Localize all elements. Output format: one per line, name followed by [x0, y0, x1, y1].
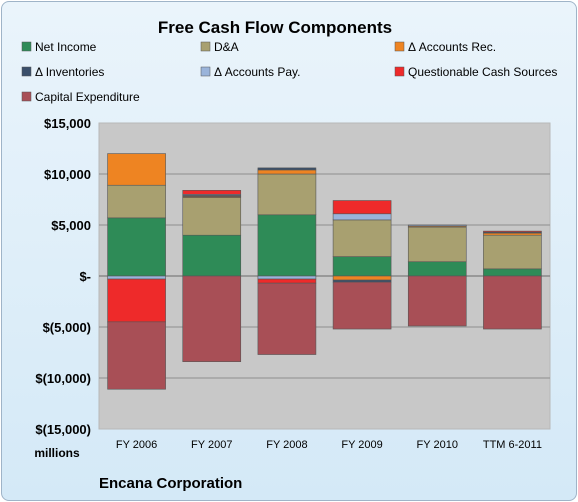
legend-item-d-a: D&A: [200, 40, 239, 54]
legend-label: Δ Accounts Pay.: [214, 65, 301, 79]
legend-label: Capital Expenditure: [35, 90, 140, 104]
bar-segment-capital-expenditure: [407, 275, 467, 327]
legend-item-net-income: Net Income: [21, 40, 97, 54]
y-axis-ticks: $15,000 $10,000 $5,000 $- $(5,000) $(10,000) $…: [35, 116, 91, 437]
legend-label: D&A: [214, 40, 239, 54]
legend-swatch: [200, 66, 211, 77]
y-axis-unit-label: millions: [34, 446, 80, 460]
legend-item-questionable-cash-sources: Questionable Cash Sources: [394, 65, 557, 79]
bar-segment-capital-expenditure: [332, 281, 392, 330]
bar-segment-net-income: [182, 234, 242, 277]
legend-swatch: [394, 66, 405, 77]
bar-segment-questionable-cash-sources: [107, 278, 166, 323]
bar-segment-questionable-cash-sources: [332, 200, 392, 215]
bar-segment-d-a: [407, 226, 467, 263]
legend-label: Net Income: [35, 40, 97, 54]
legend-label: Δ Inventories: [35, 65, 104, 79]
legend: Net Income D&A Δ Accounts Rec. Δ Inventorie…: [21, 40, 557, 104]
bar-segment-accounts-pay: [107, 275, 166, 280]
x-tick-label: TTM 6-2011: [483, 439, 542, 451]
bar-segment-accounts-pay: [257, 275, 317, 280]
bar-segment-capital-expenditure: [257, 282, 317, 355]
legend-swatch: [394, 41, 405, 52]
y-tick-label: $(5,000): [43, 320, 91, 335]
bar-segment-net-income: [257, 214, 317, 277]
bar-segment-inventories: [332, 279, 392, 283]
legend-item-capital-expenditure: Capital Expenditure: [21, 90, 140, 104]
bar-segment-net-income: [332, 256, 392, 277]
bar-segment-d-a: [107, 184, 166, 219]
bar-segment-questionable-cash-sources: [483, 230, 542, 233]
bar-segment-questionable-cash-sources: [182, 190, 242, 195]
bar-segment-d-a: [483, 234, 542, 270]
bar-segment-d-a: [257, 173, 317, 216]
y-tick-label: $15,000: [44, 116, 91, 131]
bar-segment-accounts-rec: [483, 232, 542, 236]
x-tick-label: FY 2007: [191, 439, 232, 451]
legend-swatch: [200, 41, 211, 52]
bar-segment-net-income: [107, 217, 166, 277]
bar-stack-fy-2007: [182, 190, 242, 362]
bar-segment-accounts-pay: [407, 224, 467, 227]
y-tick-label: $(10,000): [35, 371, 91, 386]
bar-stack-fy-2008: [257, 167, 317, 355]
bar-segment-net-income: [407, 261, 467, 277]
x-axis-ticks: FY 2006 FY 2007 FY 2008 FY 2009 FY 2010 TTM 6…: [116, 439, 542, 451]
bar-segment-net-income: [483, 268, 542, 277]
y-tick-label: $5,000: [51, 218, 91, 233]
bar-segment-accounts-rec: [107, 153, 166, 186]
bar-segment-d-a: [182, 197, 242, 236]
bar-stack-fy-2009: [332, 200, 392, 330]
bars: [107, 153, 542, 390]
bar-segment-inventories: [257, 167, 317, 171]
y-tick-label: $(15,000): [35, 422, 91, 437]
bar-stack-ttm-6-2011: [483, 230, 542, 330]
bar-stack-fy-2006: [107, 153, 166, 390]
bar-segment-capital-expenditure: [182, 275, 242, 362]
legend-swatch: [21, 41, 32, 52]
bar-segment-d-a: [332, 219, 392, 257]
x-tick-label: FY 2010: [417, 439, 458, 451]
gridlines: [99, 173, 550, 379]
company-name: Encana Corporation: [99, 475, 242, 492]
legend-item-accounts-rec: Δ Accounts Rec.: [394, 40, 496, 54]
x-tick-label: FY 2009: [341, 439, 382, 451]
chart-title: Free Cash Flow Components: [158, 18, 392, 37]
y-tick-label: $10,000: [44, 167, 91, 182]
legend-swatch: [21, 66, 32, 77]
bar-segment-accounts-rec: [257, 169, 317, 175]
bar-segment-accounts-rec: [332, 275, 392, 281]
legend-item-inventories: Δ Inventories: [21, 65, 104, 79]
bar-segment-accounts-pay: [332, 213, 392, 221]
bar-segment-capital-expenditure: [483, 275, 542, 330]
x-tick-label: FY 2006: [116, 439, 157, 451]
legend-label: Δ Accounts Rec.: [408, 40, 496, 54]
legend-swatch: [21, 91, 32, 102]
legend-label: Questionable Cash Sources: [408, 65, 557, 79]
bar-stack-fy-2010: [407, 224, 467, 327]
x-tick-label: FY 2008: [266, 439, 307, 451]
y-tick-label: $-: [79, 269, 91, 284]
bar-segment-capital-expenditure: [107, 321, 166, 390]
legend-item-accounts-pay: Δ Accounts Pay.: [200, 65, 301, 79]
bar-segment-questionable-cash-sources: [257, 278, 317, 284]
